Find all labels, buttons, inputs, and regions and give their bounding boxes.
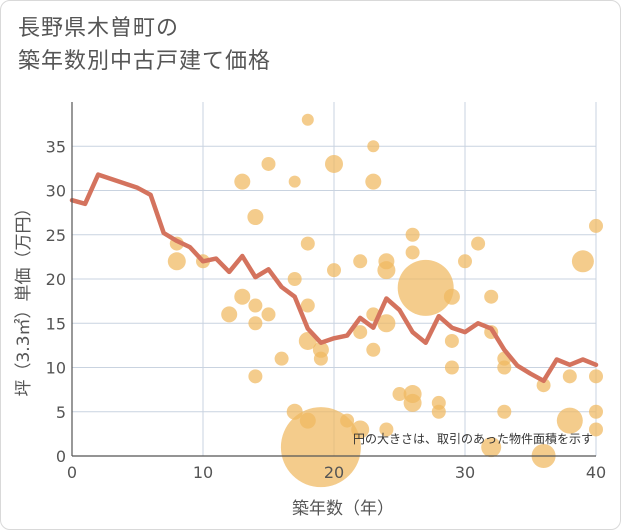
bubble-point: [325, 154, 343, 173]
bubble-point: [234, 173, 251, 190]
bubble-point: [589, 422, 603, 437]
bubble-point: [405, 227, 420, 242]
bubble-point: [261, 307, 276, 322]
bubble-point: [234, 288, 251, 305]
bubble-point: [589, 404, 603, 419]
bubble-point: [458, 254, 472, 269]
y-tick-label: 20: [46, 270, 66, 289]
bubble-point: [589, 369, 603, 384]
y-tick-label: 30: [46, 182, 66, 201]
bubble-point: [365, 173, 382, 190]
bubble-point: [248, 316, 263, 331]
bubble-point: [248, 369, 263, 384]
bubble-point: [301, 113, 314, 126]
bubble-point: [497, 404, 512, 419]
bubble-point: [248, 298, 263, 313]
y-tick-label: 0: [56, 447, 66, 466]
y-tick-label: 25: [46, 226, 66, 245]
x-tick-label: 40: [586, 463, 606, 482]
bubble-point: [377, 314, 396, 333]
bubble-point: [571, 250, 594, 273]
trend-line: [69, 172, 599, 384]
y-tick-label: 15: [46, 314, 66, 333]
x-axis-title: 築年数（年）: [292, 499, 394, 519]
bubble-point: [562, 369, 577, 384]
x-tick-label: 20: [324, 463, 344, 482]
y-tick-label: 10: [46, 359, 66, 378]
bubble-point: [405, 245, 420, 260]
size-legend-note: 円の大きさは、取引のあった物件面積を示す: [353, 431, 593, 446]
bubble-point: [444, 360, 459, 375]
bubble-point: [497, 360, 512, 375]
bubble-point: [353, 254, 368, 269]
grid-lines: [72, 102, 597, 456]
bubble-point: [353, 325, 368, 340]
chart-title-line1: 長野県木曽町の: [18, 16, 180, 41]
bubble-point: [556, 407, 583, 434]
x-tick-label: 0: [67, 463, 77, 482]
bubble-point: [403, 393, 422, 412]
bubble-point: [443, 288, 460, 305]
bubble-point: [367, 140, 380, 153]
bubble-point: [274, 351, 289, 366]
bubble-point: [431, 404, 446, 419]
chart-title: 長野県木曽町の 築年数別中古戸建て価格: [18, 12, 271, 78]
bubble-point: [167, 252, 186, 271]
bubble-point: [288, 175, 301, 188]
y-tick-label: 5: [56, 403, 66, 422]
bubble-point: [536, 378, 551, 393]
trend-line-layer: [69, 172, 599, 384]
bubble-point: [377, 261, 396, 280]
bubble-point: [221, 306, 238, 323]
bubble-point: [280, 407, 361, 488]
bubble-point: [366, 342, 381, 357]
bubble-point: [379, 422, 394, 437]
bubble-point: [261, 156, 276, 171]
bubble-point: [300, 236, 315, 251]
y-tick-label: 35: [46, 137, 66, 156]
x-tick-label: 10: [193, 463, 213, 482]
bubble-point: [300, 298, 315, 313]
bubble-point: [327, 263, 341, 278]
bubble-point: [287, 272, 302, 286]
chart-title-line2: 築年数別中古戸建て価格: [18, 49, 272, 74]
bubble-point: [397, 259, 454, 316]
x-tick-label: 30: [455, 463, 475, 482]
bubble-point: [247, 209, 264, 226]
bubble-point: [444, 333, 459, 348]
bubble-point: [392, 387, 407, 402]
y-axis-title: 坪（3.3㎡）単価（万円）: [14, 199, 34, 396]
bubble-point: [481, 437, 502, 458]
bubble-point: [484, 289, 499, 304]
axes: 0 10 20 30 40 0 5 10 15 20 25 30 35: [46, 102, 606, 482]
bubble-point: [589, 218, 603, 233]
bubble-point: [313, 351, 328, 366]
bubble-point: [471, 236, 486, 251]
